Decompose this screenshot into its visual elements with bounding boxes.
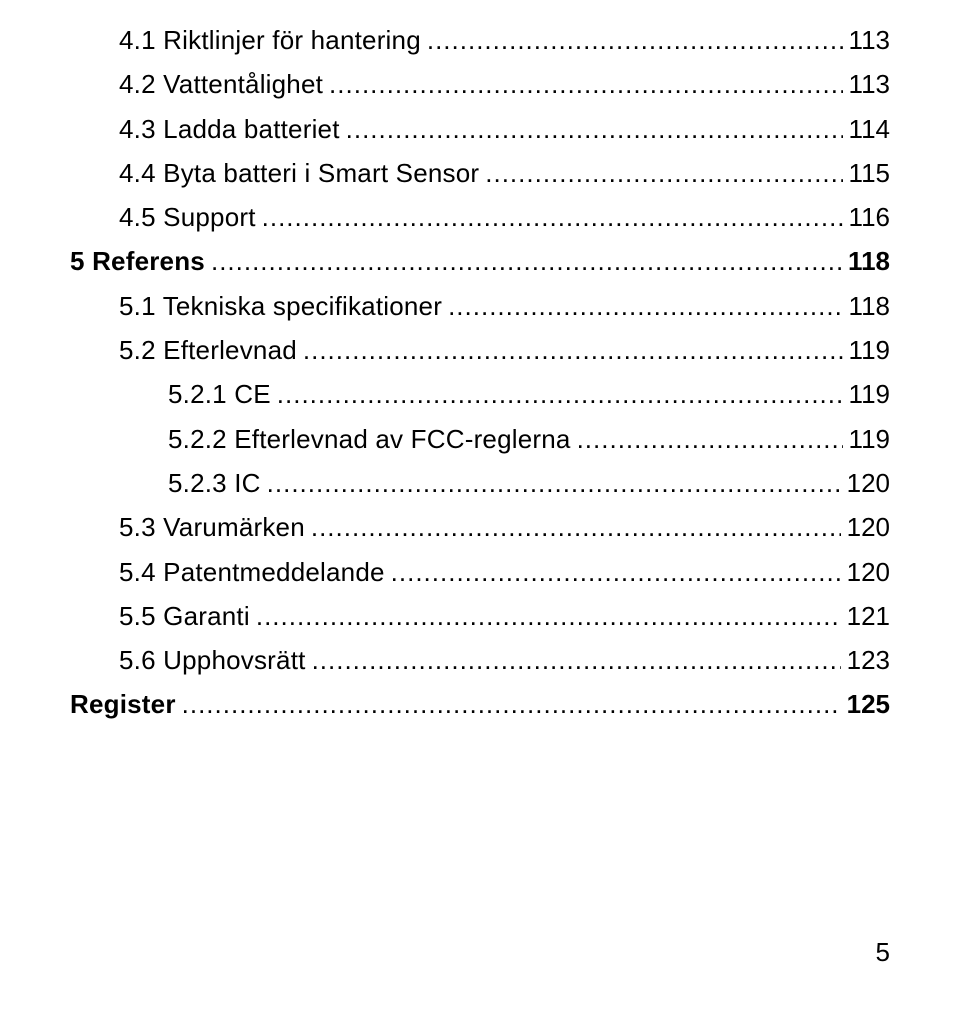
toc-page-number: 121 [847,596,890,636]
toc-page-number: 113 [849,20,890,60]
toc-label: 4.5 Support [119,197,256,237]
toc-page-number: 120 [847,552,890,592]
toc-page-number: 118 [848,241,890,281]
toc-entry: 5.2.3 IC 120 [70,463,890,503]
toc-leader [262,197,843,237]
toc-page-number: 115 [849,153,890,193]
toc-page-number: 113 [849,64,890,104]
toc-entry: 5 Referens 118 [70,241,890,281]
toc-label: Register [70,684,176,724]
toc-label: 5.6 Upphovsrätt [119,640,306,680]
toc-label: 5.3 Varumärken [119,507,305,547]
toc-label: 5.1 Tekniska specifikationer [119,286,442,326]
toc-leader [182,684,841,724]
toc-leader [346,109,843,149]
toc-leader [391,552,841,592]
toc-entry: 4.5 Support 116 [70,197,890,237]
toc-entry: 5.3 Varumärken 120 [70,507,890,547]
toc-page-number: 120 [847,507,890,547]
toc-leader [577,419,843,459]
toc-leader [277,374,843,414]
toc-entry: 4.3 Ladda batteriet 114 [70,109,890,149]
toc-entry: 4.1 Riktlinjer för hantering 113 [70,20,890,60]
toc-entry: 5.4 Patentmeddelande 120 [70,552,890,592]
toc-entry: Register 125 [70,684,890,724]
toc-label: 4.2 Vattentålighet [119,64,323,104]
toc-leader [303,330,843,370]
toc-leader [267,463,841,503]
toc-entry: 5.2 Efterlevnad 119 [70,330,890,370]
toc-page-number: 118 [849,286,890,326]
toc-label: 5 Referens [70,241,205,281]
toc-label: 5.5 Garanti [119,596,250,636]
toc-leader [485,153,842,193]
toc-page-number: 120 [847,463,890,503]
toc-entry: 5.2.2 Efterlevnad av FCC-reglerna 119 [70,419,890,459]
toc-entry: 5.6 Upphovsrätt 123 [70,640,890,680]
toc-leader [329,64,843,104]
toc-page-number: 119 [849,330,890,370]
toc-leader [256,596,841,636]
toc-label: 5.2.3 IC [168,463,261,503]
toc-label: 5.2.2 Efterlevnad av FCC-reglerna [168,419,571,459]
toc-page-number: 116 [849,197,890,237]
toc-leader [311,507,841,547]
toc-page-number: 119 [849,374,890,414]
toc-leader [448,286,842,326]
toc-entry: 4.4 Byta batteri i Smart Sensor 115 [70,153,890,193]
toc-page-number: 114 [849,109,890,149]
toc-page: 4.1 Riktlinjer för hantering 113 4.2 Vat… [0,0,960,725]
toc-page-number: 119 [849,419,890,459]
toc-label: 4.1 Riktlinjer för hantering [119,20,421,60]
toc-page-number: 123 [847,640,890,680]
toc-label: 5.2 Efterlevnad [119,330,297,370]
toc-leader [211,241,842,281]
toc-label: 4.3 Ladda batteriet [119,109,340,149]
toc-entry: 5.5 Garanti 121 [70,596,890,636]
toc-label: 5.4 Patentmeddelande [119,552,385,592]
toc-label: 4.4 Byta batteri i Smart Sensor [119,153,479,193]
toc-leader [312,640,841,680]
toc-entry: 4.2 Vattentålighet 113 [70,64,890,104]
toc-label: 5.2.1 CE [168,374,271,414]
toc-leader [427,20,843,60]
toc-entry: 5.2.1 CE 119 [70,374,890,414]
toc-entry: 5.1 Tekniska specifikationer 118 [70,286,890,326]
footer-page-number: 5 [876,937,890,968]
toc-page-number: 125 [847,684,890,724]
